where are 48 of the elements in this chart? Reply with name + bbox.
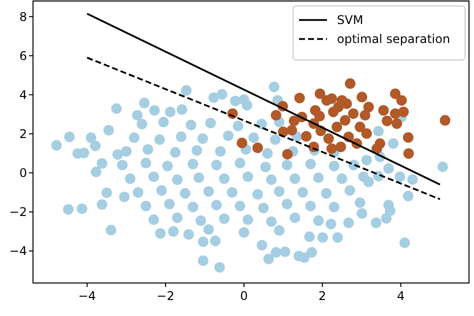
point bbox=[402, 132, 414, 143]
y-tick-label: 0 bbox=[19, 166, 27, 180]
point bbox=[300, 131, 312, 142]
point bbox=[252, 142, 263, 154]
point bbox=[326, 143, 338, 154]
point bbox=[282, 149, 293, 160]
y-tick-label: −2 bbox=[9, 205, 27, 220]
point bbox=[314, 110, 325, 122]
point bbox=[356, 92, 368, 102]
point bbox=[335, 142, 346, 152]
point bbox=[348, 108, 359, 119]
legend-label: SVM bbox=[337, 13, 364, 28]
point bbox=[363, 102, 374, 112]
x-tick-label: 2 bbox=[318, 289, 326, 303]
point bbox=[390, 88, 401, 100]
y-tick-label: −4 bbox=[9, 244, 27, 258]
point bbox=[236, 138, 248, 148]
point bbox=[332, 122, 342, 132]
point bbox=[344, 78, 356, 89]
point bbox=[403, 148, 414, 159]
point bbox=[374, 138, 386, 149]
point bbox=[323, 133, 334, 144]
point bbox=[360, 110, 370, 121]
y-tick-label: 8 bbox=[19, 10, 27, 24]
x-tick-label: 4 bbox=[396, 289, 405, 303]
point bbox=[354, 122, 366, 132]
point bbox=[390, 108, 401, 119]
legend-label: optimal separation bbox=[337, 32, 450, 46]
x-tick-label: −4 bbox=[78, 289, 96, 303]
point bbox=[294, 92, 305, 104]
point bbox=[326, 93, 338, 104]
point bbox=[378, 105, 389, 116]
point bbox=[270, 110, 282, 121]
point bbox=[440, 115, 450, 126]
point bbox=[286, 124, 298, 136]
y-tick-label: 2 bbox=[19, 127, 27, 141]
point bbox=[314, 88, 326, 100]
point bbox=[361, 128, 372, 139]
point bbox=[288, 116, 300, 126]
x-tick-label: −2 bbox=[156, 289, 174, 303]
y-tick-label: 6 bbox=[19, 48, 27, 63]
point bbox=[396, 95, 407, 106]
x-tick-label: 0 bbox=[240, 289, 248, 303]
point bbox=[382, 116, 392, 126]
point bbox=[392, 118, 402, 129]
y-tick-label: 4 bbox=[19, 88, 27, 102]
point bbox=[340, 115, 350, 126]
point bbox=[333, 102, 344, 112]
